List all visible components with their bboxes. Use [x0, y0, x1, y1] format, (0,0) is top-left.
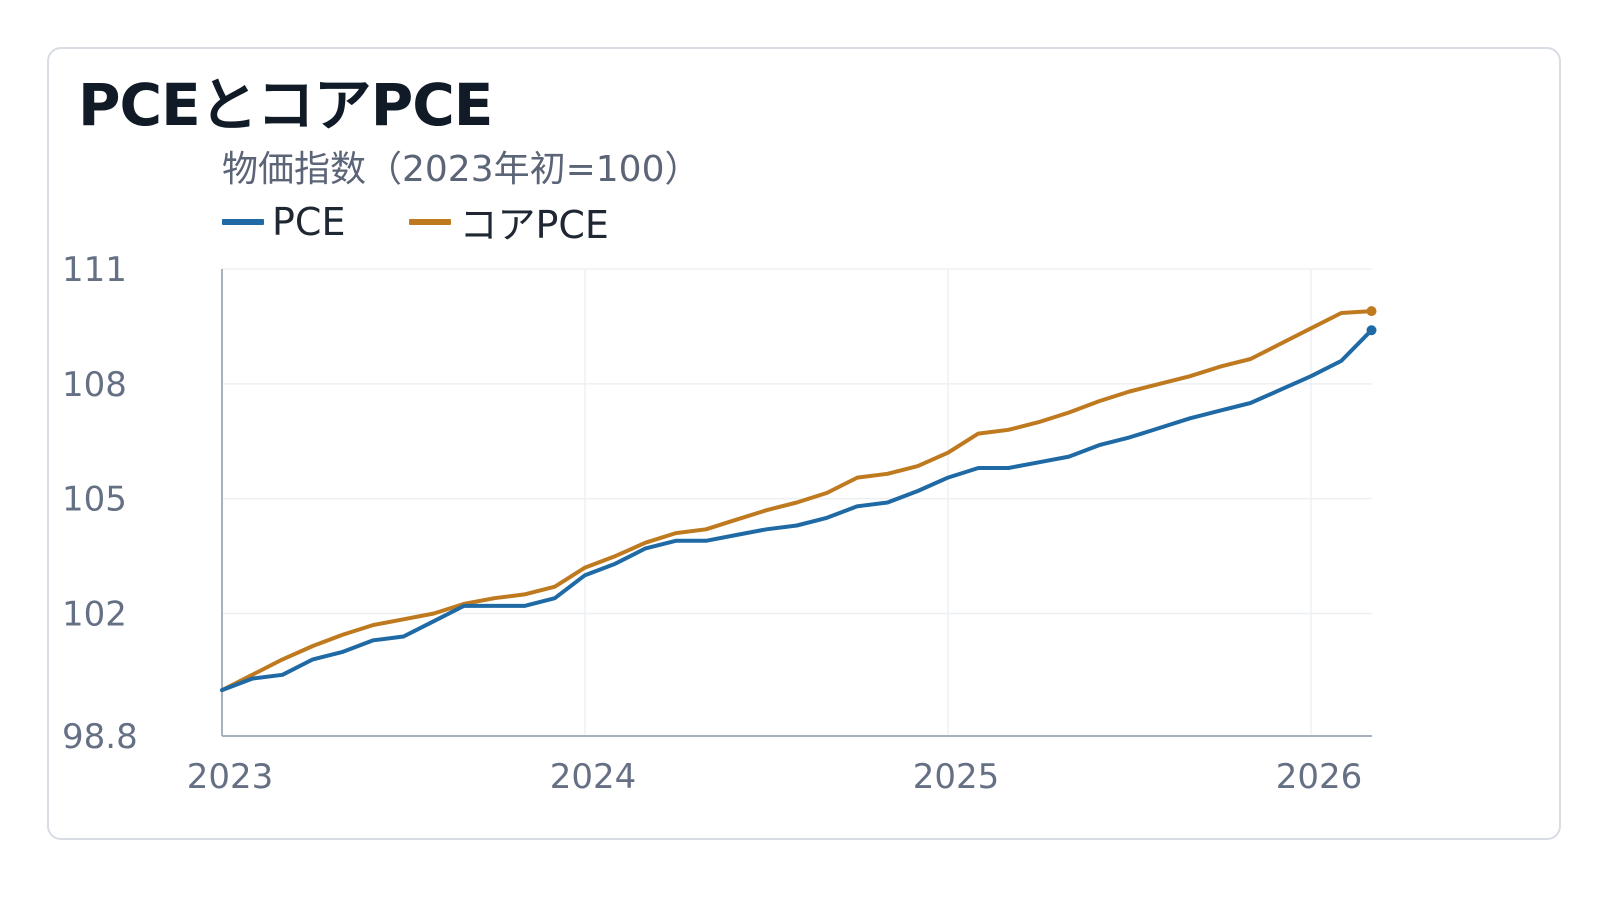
series-layer [220, 306, 1377, 693]
legend-swatch-core-pce [409, 218, 452, 225]
axis-layer [221, 269, 1372, 737]
y-tick-label: 102 [62, 595, 127, 635]
series-end-marker-pce [1366, 325, 1377, 336]
chart-card [47, 47, 1561, 840]
chart-subtitle: 物価指数（2023年初=100） [222, 149, 701, 190]
y-tick-label: 108 [62, 365, 127, 405]
label-layer: 111 108 105 102 98.8 2023 2024 2025 2026 [62, 250, 1362, 797]
chart-legend: PCE コアPCE [222, 194, 673, 249]
series-line-core-pce [220, 309, 1374, 693]
grid-layer [222, 268, 1372, 736]
chart-title: PCEとコアPCE [78, 71, 493, 139]
y-tick-label: 105 [62, 480, 127, 520]
legend-item-pce[interactable]: PCE [222, 200, 345, 244]
x-tick-label: 2024 [550, 757, 637, 797]
series-end-marker-core-pce [1366, 306, 1377, 317]
series-line-pce [220, 328, 1374, 693]
x-tick-label: 2025 [913, 757, 1000, 797]
x-tick-label: 2023 [187, 757, 274, 797]
legend-swatch-pce [222, 218, 264, 225]
y-tick-label: 98.8 [62, 717, 138, 757]
legend-label-core-pce: コアPCE [459, 203, 609, 247]
y-tick-label: 111 [62, 250, 127, 290]
legend-item-core-pce[interactable]: コアPCE [409, 194, 609, 249]
legend-label-pce: PCE [272, 199, 346, 244]
x-tick-label: 2026 [1276, 757, 1363, 797]
